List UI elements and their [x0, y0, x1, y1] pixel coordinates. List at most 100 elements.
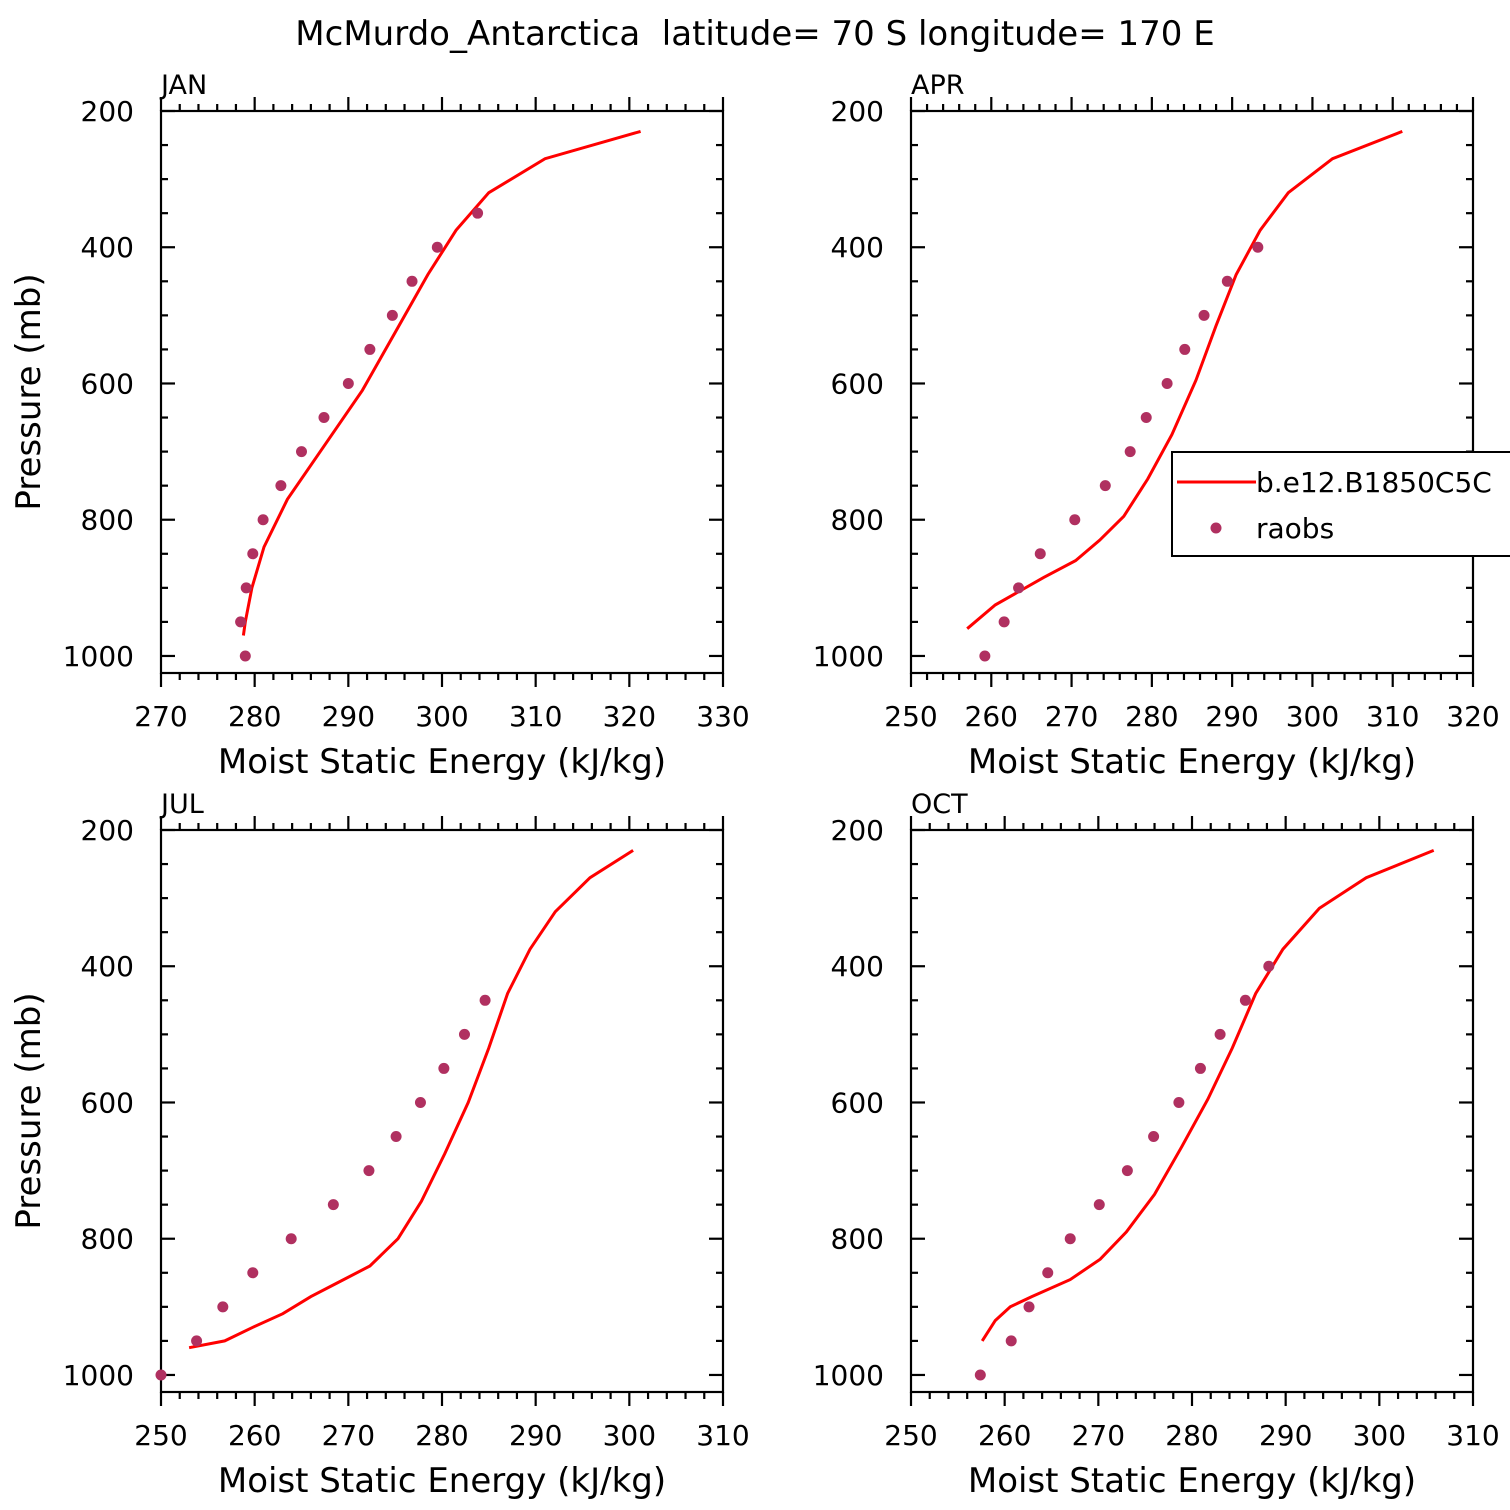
raobs-point — [191, 1335, 203, 1347]
raobs-point — [1005, 1335, 1017, 1347]
raobs-points — [155, 994, 491, 1381]
panel-label: APR — [911, 70, 965, 101]
x-tick-label: 260 — [228, 1419, 281, 1452]
x-tick-label: 300 — [1286, 700, 1339, 733]
panel-oct: 250 260 270 280 290 300 310 200 400 600 800 1000 OCT… — [813, 789, 1500, 1501]
x-tick-label: 290 — [322, 700, 375, 733]
y-tick-label: 800 — [831, 1223, 884, 1256]
plot-frame — [909, 828, 1475, 1394]
raobs-point — [1221, 275, 1233, 287]
raobs-point — [240, 582, 252, 594]
raobs-point — [414, 1096, 426, 1108]
raobs-point — [438, 1062, 450, 1074]
x-tick-label: 280 — [1165, 1419, 1218, 1452]
panels: 270 280 290 300 310 320 330 200 400 600 800 1000 JAN… — [9, 70, 1500, 1501]
y-tick-label: 600 — [81, 367, 134, 400]
raobs-point — [275, 480, 287, 492]
raobs-point — [458, 1028, 470, 1040]
raobs-point — [1023, 1301, 1035, 1313]
raobs-point — [1263, 960, 1275, 972]
x-tick-label: 290 — [509, 1419, 562, 1452]
raobs-point — [390, 1131, 402, 1143]
raobs-points — [979, 241, 1264, 662]
raobs-point — [363, 1165, 375, 1177]
y-tick-label: 200 — [831, 95, 884, 128]
panel-label: JAN — [159, 70, 207, 101]
y-tick-label: 600 — [831, 367, 884, 400]
raobs-point — [1148, 1131, 1160, 1143]
raobs-point — [1179, 343, 1191, 355]
y-tick-label: 1000 — [63, 640, 134, 673]
raobs-point — [342, 377, 354, 389]
raobs-point — [479, 994, 491, 1006]
x-tick-label: 270 — [134, 700, 187, 733]
x-tick-label: 300 — [1353, 1419, 1406, 1452]
raobs-point — [327, 1199, 339, 1211]
y-tick-label: 400 — [831, 950, 884, 983]
model-line — [241, 129, 642, 636]
raobs-point — [318, 412, 330, 424]
raobs-point — [1064, 1233, 1076, 1245]
raobs-point — [217, 1301, 229, 1313]
y-tick-label: 200 — [831, 814, 884, 847]
raobs-point — [1093, 1199, 1105, 1211]
figure-title: McMurdo_Antarctica latitude= 70 S longit… — [295, 14, 1214, 54]
legend-obs-label: raobs — [1256, 512, 1334, 545]
x-tick-label: 320 — [603, 700, 656, 733]
raobs-point — [1069, 514, 1081, 526]
x-tick-label: 320 — [1446, 700, 1499, 733]
y-tick-label: 400 — [831, 231, 884, 264]
x-tick-label: 270 — [1072, 1419, 1125, 1452]
x-tick-label: 290 — [1259, 1419, 1312, 1452]
x-tick-label: 250 — [884, 700, 937, 733]
raobs-point — [155, 1369, 167, 1381]
legend: b.e12.B1850C5C raobs — [1171, 451, 1510, 557]
y-tick-label: 1000 — [813, 1359, 884, 1392]
raobs-point — [472, 207, 484, 219]
raobs-point — [406, 275, 418, 287]
model-line — [980, 849, 1435, 1342]
raobs-point — [296, 446, 307, 458]
raobs-point — [1252, 241, 1264, 253]
raobs-point — [1034, 548, 1046, 560]
x-axis-label: Moist Static Energy (kJ/kg) — [968, 742, 1416, 782]
y-axis-label: Pressure (mb) — [9, 992, 49, 1229]
raobs-point — [285, 1233, 297, 1245]
x-tick-label: 260 — [978, 1419, 1031, 1452]
raobs-point — [247, 1267, 259, 1279]
raobs-points — [235, 207, 484, 662]
x-tick-label: 330 — [696, 700, 749, 733]
raobs-point — [1099, 480, 1111, 492]
x-tick-label: 270 — [322, 1419, 375, 1452]
y-tick-label: 1000 — [813, 640, 884, 673]
panel-label: OCT — [911, 789, 968, 820]
raobs-point — [431, 241, 443, 253]
x-tick-label: 310 — [696, 1419, 749, 1452]
y-tick-label: 800 — [81, 1223, 134, 1256]
legend-box — [1171, 451, 1510, 557]
y-tick-label: 200 — [81, 95, 134, 128]
legend-model-label: b.e12.B1850C5C — [1256, 466, 1492, 499]
plot-frame — [159, 828, 725, 1394]
raobs-point — [247, 548, 259, 560]
model-line — [966, 130, 1403, 630]
legend-dot-swatch — [1210, 522, 1222, 534]
plot-frame — [909, 109, 1475, 675]
x-tick-label: 300 — [603, 1419, 656, 1452]
raobs-points — [974, 960, 1275, 1381]
x-axis-label: Moist Static Energy (kJ/kg) — [218, 742, 666, 782]
panel-label: JUL — [159, 789, 204, 820]
raobs-point — [979, 650, 991, 662]
x-tick-label: 310 — [509, 700, 562, 733]
x-axis-label: Moist Static Energy (kJ/kg) — [218, 1461, 666, 1501]
y-tick-label: 800 — [81, 504, 134, 537]
raobs-point — [1194, 1062, 1206, 1074]
y-tick-label: 200 — [81, 814, 134, 847]
raobs-point — [1161, 377, 1173, 389]
model-line — [188, 849, 634, 1350]
raobs-point — [1214, 1028, 1226, 1040]
raobs-point — [1198, 309, 1210, 321]
x-axis-label: Moist Static Energy (kJ/kg) — [968, 1461, 1416, 1501]
y-tick-label: 800 — [831, 504, 884, 537]
